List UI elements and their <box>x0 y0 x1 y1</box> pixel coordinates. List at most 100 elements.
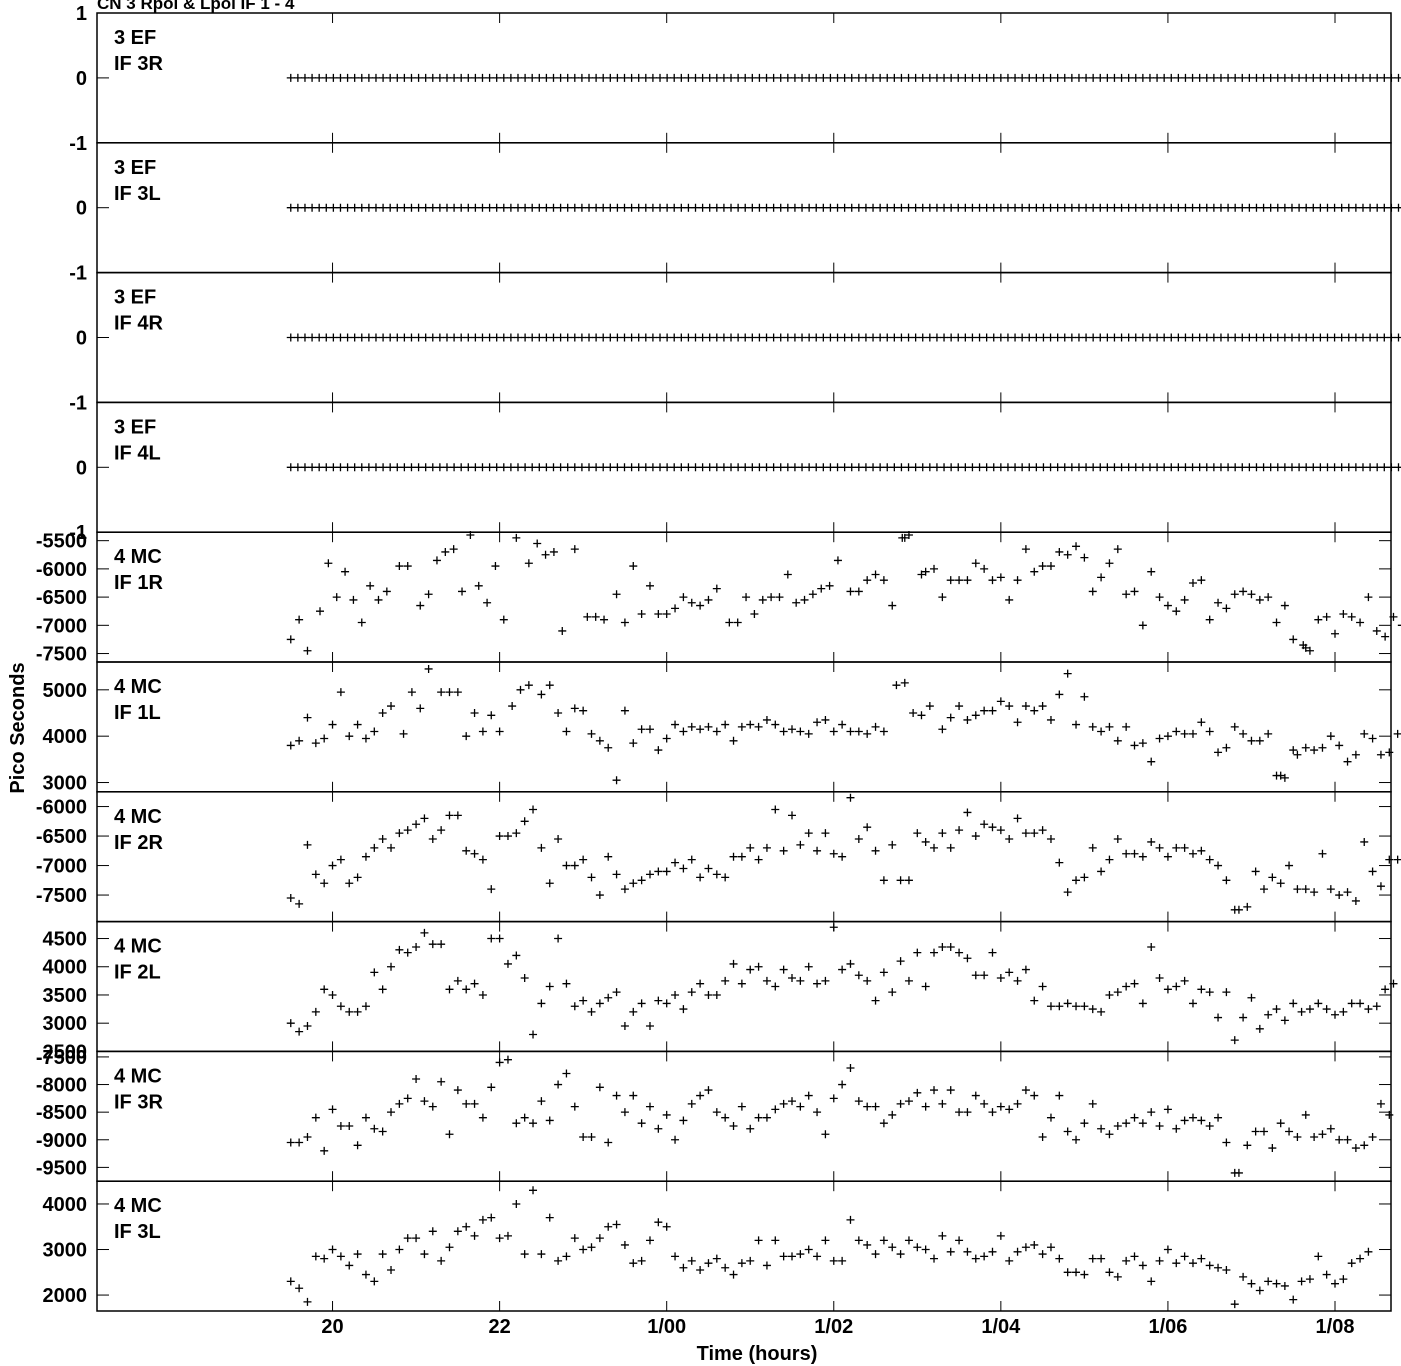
data-point <box>946 942 955 951</box>
data-point <box>876 73 885 82</box>
data-point <box>387 962 396 971</box>
data-point <box>570 333 579 342</box>
data-point <box>612 776 621 785</box>
data-point <box>854 1236 863 1245</box>
data-point <box>1138 333 1147 342</box>
data-point <box>637 1119 646 1128</box>
data-point <box>721 1113 730 1122</box>
data-point <box>1197 985 1206 994</box>
data-point <box>1072 1268 1081 1277</box>
data-point <box>474 581 483 590</box>
data-point <box>654 1124 663 1133</box>
data-point <box>805 203 814 212</box>
data-point <box>1005 968 1014 977</box>
data-point <box>879 1236 888 1245</box>
data-point <box>528 73 537 82</box>
data-point <box>1072 876 1081 885</box>
data-point <box>938 593 947 602</box>
data-point <box>579 1133 588 1142</box>
data-point <box>1216 333 1225 342</box>
data-point <box>1117 333 1126 342</box>
data-point <box>854 463 863 472</box>
data-point <box>879 876 888 885</box>
data-point <box>637 1256 646 1265</box>
data-point <box>585 333 594 342</box>
data-point <box>1060 333 1069 342</box>
data-point <box>1181 463 1190 472</box>
data-point <box>345 1261 354 1270</box>
data-point <box>1358 333 1367 342</box>
data-point <box>478 1113 487 1122</box>
data-point <box>1025 333 1034 342</box>
series-points <box>286 333 1401 342</box>
data-point <box>293 73 302 82</box>
data-point <box>1105 722 1114 731</box>
data-point <box>1316 333 1325 342</box>
data-point <box>1347 612 1356 621</box>
data-point <box>819 463 828 472</box>
data-point <box>1131 203 1140 212</box>
data-point <box>1323 203 1332 212</box>
data-point <box>1326 732 1335 741</box>
data-point <box>1055 858 1064 867</box>
data-point <box>595 891 604 900</box>
x-tick-label: 1/06 <box>1148 1316 1187 1338</box>
data-point <box>1039 333 1048 342</box>
data-point <box>1055 690 1064 699</box>
data-point <box>1222 1138 1231 1147</box>
data-point <box>1264 1277 1273 1286</box>
data-point <box>762 715 771 724</box>
data-point <box>1103 203 1112 212</box>
data-point <box>1243 902 1252 911</box>
data-point <box>779 965 788 974</box>
data-point <box>421 463 430 472</box>
data-point <box>462 846 471 855</box>
data-point <box>350 463 359 472</box>
data-point <box>1351 1144 1360 1153</box>
data-point <box>1117 463 1126 472</box>
data-point <box>315 203 324 212</box>
data-point <box>705 463 714 472</box>
data-point <box>1167 73 1176 82</box>
x-tick-label: 1/04 <box>981 1316 1021 1338</box>
data-point <box>863 1240 872 1249</box>
data-point <box>386 333 395 342</box>
data-point <box>1046 715 1055 724</box>
panel-label-if: IF 1R <box>114 572 163 594</box>
data-point <box>1205 1121 1214 1130</box>
data-point <box>478 463 487 472</box>
data-point <box>1113 835 1122 843</box>
data-point <box>1163 985 1172 994</box>
panel-label-station: 4 MC <box>114 546 162 568</box>
data-point <box>506 463 515 472</box>
data-point <box>1097 727 1106 736</box>
data-point <box>442 463 451 472</box>
data-point <box>796 1102 805 1111</box>
data-point <box>492 73 501 82</box>
data-point <box>315 73 324 82</box>
data-point <box>1038 1133 1047 1142</box>
data-point <box>529 1119 538 1128</box>
data-point <box>1293 750 1302 759</box>
data-point <box>1188 333 1197 342</box>
data-point <box>930 1254 939 1263</box>
data-point <box>1147 567 1156 576</box>
data-point <box>403 1234 412 1243</box>
data-point <box>541 550 550 559</box>
data-point <box>395 1245 404 1254</box>
series-points <box>286 531 1401 655</box>
data-point <box>671 604 680 613</box>
data-point <box>804 829 813 838</box>
data-point <box>863 976 872 985</box>
y-tick-label: -7500 <box>36 1047 87 1069</box>
data-point <box>955 1236 964 1245</box>
data-point <box>698 203 707 212</box>
data-point <box>437 1077 446 1086</box>
data-point <box>1356 1254 1365 1263</box>
data-point <box>1273 203 1282 212</box>
data-point <box>838 720 847 729</box>
data-point <box>963 808 972 817</box>
data-point <box>1252 333 1261 342</box>
data-point <box>1243 1141 1252 1150</box>
